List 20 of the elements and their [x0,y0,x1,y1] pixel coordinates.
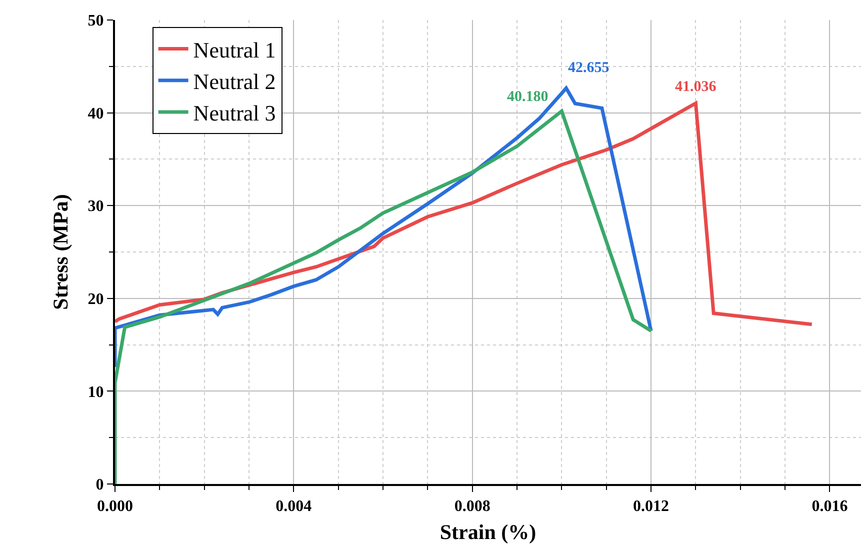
y-tick-label: 40 [88,105,104,122]
legend-label: Neutral 2 [193,68,276,94]
x-tick-label: 0.016 [812,498,848,516]
y-tick-label: 10 [88,384,104,401]
y-tick-label: 30 [88,198,104,216]
x-axis-title: Strain (%) [440,520,536,544]
legend-label: Neutral 3 [193,100,276,126]
annotation: 40.180 [507,89,548,105]
x-tick-label: 0.004 [276,498,312,516]
y-tick-label: 0 [96,476,104,494]
x-tick-label: 0.012 [633,498,670,516]
x-tick-label: 0.000 [97,498,133,516]
x-tick-label: 0.008 [454,498,490,516]
y-tick-label: 50 [88,12,104,30]
annotation: 42.655 [568,60,610,76]
y-axis-title: Stress (MPa) [48,194,72,310]
y-tick-label: 20 [88,291,104,308]
legend-label: Neutral 1 [193,37,276,62]
line-series [115,101,814,326]
annotation: 41.036 [675,79,717,95]
